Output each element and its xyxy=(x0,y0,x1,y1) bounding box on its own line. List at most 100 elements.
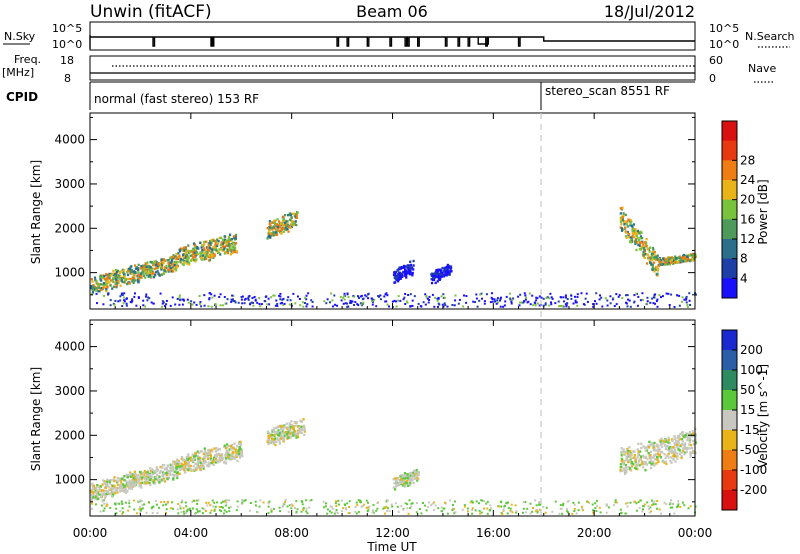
echo-cell xyxy=(620,229,624,232)
echo-cell xyxy=(237,454,240,457)
echo-cell xyxy=(276,431,279,434)
echo-cell xyxy=(650,444,653,447)
echo-cell xyxy=(296,508,299,511)
echo-cell xyxy=(105,282,108,286)
echo-cell xyxy=(404,474,407,477)
echo-cell xyxy=(635,239,638,242)
echo-cell xyxy=(202,452,205,456)
echo-cell xyxy=(670,499,673,502)
echo-cell xyxy=(677,503,680,506)
echo-cell xyxy=(620,457,623,461)
echo-cell xyxy=(663,444,666,447)
echo-cell xyxy=(653,441,656,445)
echo-cell xyxy=(131,480,134,483)
echo-cell xyxy=(565,305,568,308)
echo-cell xyxy=(121,280,124,284)
echo-cell xyxy=(194,466,198,470)
echo-cell xyxy=(559,507,562,510)
echo-cell xyxy=(613,504,616,507)
echo-cell xyxy=(180,457,183,460)
echo-cell xyxy=(548,297,551,300)
echo-cell xyxy=(572,501,575,504)
echo-cell xyxy=(292,222,295,225)
echo-cell xyxy=(138,274,141,277)
echo-cell xyxy=(213,447,216,450)
echo-cell xyxy=(558,512,561,515)
echo-cell xyxy=(415,502,418,504)
echo-cell xyxy=(166,500,169,503)
echo-cell xyxy=(198,459,201,463)
echo-cell xyxy=(413,295,416,298)
echo-cell xyxy=(283,220,286,223)
echo-cell xyxy=(422,502,424,504)
echo-cell xyxy=(186,508,189,511)
echo-cell xyxy=(196,246,199,249)
echo-cell xyxy=(399,475,402,478)
echo-cell xyxy=(119,484,122,487)
echo-cell xyxy=(586,500,589,503)
echo-cell xyxy=(646,262,649,265)
echo-cell xyxy=(401,477,404,480)
echo-cell xyxy=(181,258,184,262)
echo-cell xyxy=(147,265,150,268)
echo-cell xyxy=(677,500,680,503)
echo-cell xyxy=(118,477,121,480)
echo-cell xyxy=(169,267,172,270)
echo-cell xyxy=(664,261,667,265)
echo-cell xyxy=(504,300,507,303)
echo-cell xyxy=(656,449,659,452)
echo-cell xyxy=(592,509,595,512)
colorbar-swatch xyxy=(722,180,737,201)
echo-cell xyxy=(325,502,327,505)
echo-cell xyxy=(176,297,179,300)
echo-cell xyxy=(692,443,695,446)
echo-cell xyxy=(648,256,651,259)
echo-cell xyxy=(170,270,173,273)
echo-cell xyxy=(222,506,225,509)
echo-cell xyxy=(228,499,230,502)
echo-cell xyxy=(155,503,158,506)
echo-cell xyxy=(621,450,624,454)
echo-cell xyxy=(626,294,629,297)
echo-cell xyxy=(153,267,156,271)
echo-cell xyxy=(171,465,174,469)
echo-cell xyxy=(109,304,112,307)
echo-cell xyxy=(623,468,626,472)
echo-cell xyxy=(447,266,450,269)
echo-cell xyxy=(254,299,257,302)
echo-cell xyxy=(653,453,656,457)
echo-cell xyxy=(278,506,281,509)
echo-cell xyxy=(630,465,633,468)
echo-cell xyxy=(270,226,273,230)
echo-cell xyxy=(105,280,109,283)
echo-cell xyxy=(195,508,198,511)
echo-cell xyxy=(154,477,157,481)
echo-cell xyxy=(271,428,274,432)
echo-cell xyxy=(581,507,584,510)
echo-cell xyxy=(354,301,357,303)
colorbar-tick-label: 20 xyxy=(740,193,755,207)
echo-cell xyxy=(379,294,382,297)
echo-cell xyxy=(411,502,414,505)
cpid-label: CPID xyxy=(6,90,38,104)
echo-cell xyxy=(112,493,115,496)
echo-cell xyxy=(522,501,525,504)
echo-cell xyxy=(206,455,209,458)
echo-cell xyxy=(413,476,416,479)
echo-cell xyxy=(403,472,407,475)
echo-cell xyxy=(654,293,657,296)
echo-cell xyxy=(176,458,179,461)
colorbar-tick-label: 200 xyxy=(740,343,763,357)
echo-cell xyxy=(179,250,182,253)
echo-cell xyxy=(634,459,637,462)
echo-cell xyxy=(615,501,618,504)
echo-cell xyxy=(283,438,286,441)
echo-cell xyxy=(685,450,688,454)
time-tick-label: 20:00 xyxy=(577,526,612,540)
echo-cell xyxy=(629,449,632,453)
echo-cell xyxy=(343,295,346,298)
echo-cell xyxy=(432,272,435,275)
echo-cell xyxy=(218,248,221,251)
echo-cell xyxy=(123,299,126,302)
echo-cell xyxy=(203,249,206,252)
